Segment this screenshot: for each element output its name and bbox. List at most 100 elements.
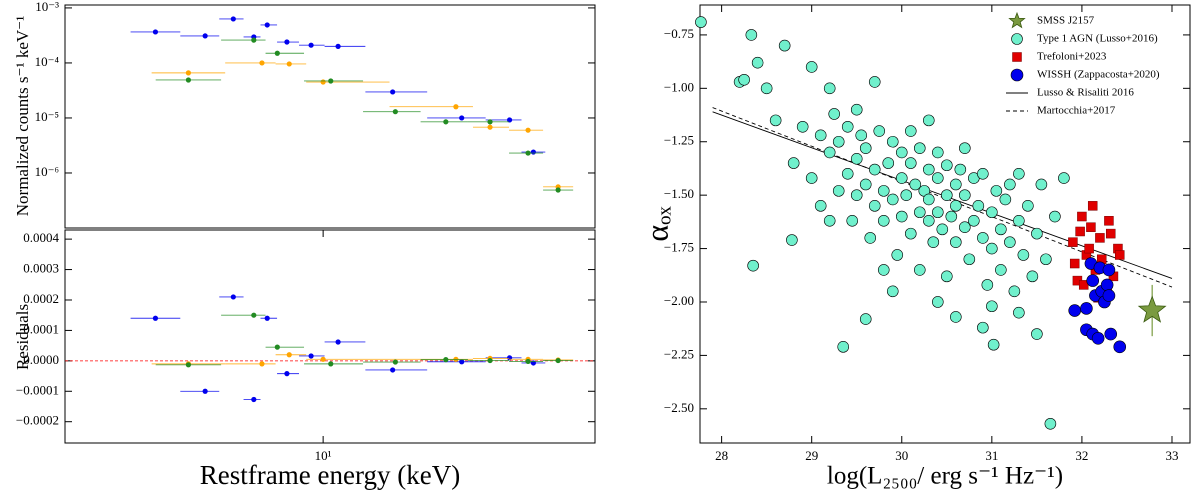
data-point bbox=[1087, 201, 1098, 211]
data-point bbox=[1102, 263, 1116, 277]
data-point bbox=[959, 221, 971, 234]
plot-frame bbox=[64, 4, 596, 229]
data-point bbox=[1013, 214, 1025, 227]
data-point bbox=[392, 109, 398, 115]
x-axis-label: Restframe energy (keV) bbox=[200, 460, 460, 490]
legend-swatch bbox=[1010, 68, 1024, 82]
y-axis-label: αₒₓ bbox=[638, 206, 674, 242]
legend-label: Type 1 AGN (Lusso+2016) bbox=[1037, 33, 1158, 45]
y-tick-label: 0.0001 bbox=[23, 321, 59, 336]
data-point bbox=[873, 125, 886, 137]
y-tick-label: 10⁻⁵ bbox=[35, 109, 59, 124]
data-point bbox=[259, 361, 265, 367]
data-point bbox=[913, 206, 926, 219]
data-point bbox=[886, 135, 899, 148]
data-point bbox=[328, 78, 334, 84]
data-point bbox=[904, 157, 917, 169]
legend-label: Lusso & Risaliti 2016 bbox=[1037, 87, 1134, 99]
y-tick-label: 10⁻³ bbox=[35, 0, 59, 14]
data-point bbox=[972, 200, 985, 212]
data-point bbox=[525, 150, 531, 156]
data-point bbox=[882, 157, 895, 169]
data-point bbox=[1075, 226, 1085, 237]
data-point bbox=[286, 352, 292, 358]
data-point bbox=[823, 82, 836, 95]
data-point bbox=[747, 259, 759, 272]
data-point bbox=[805, 61, 818, 73]
data-point bbox=[922, 163, 935, 176]
y-tick-label: 0.0000 bbox=[23, 352, 59, 367]
data-point bbox=[977, 232, 989, 244]
data-point bbox=[335, 43, 341, 49]
data-point bbox=[1044, 417, 1057, 430]
data-point bbox=[814, 200, 827, 212]
x-axis-label: log(L₂₅₀₀/ erg s⁻¹ Hz⁻¹) bbox=[827, 463, 1063, 490]
data-point bbox=[922, 114, 935, 127]
legend-label: WISSH (Zappacosta+2020) bbox=[1037, 69, 1160, 81]
data-point bbox=[487, 124, 493, 130]
data-point bbox=[954, 163, 967, 176]
data-point bbox=[769, 114, 782, 127]
data-point bbox=[950, 311, 962, 323]
data-point bbox=[525, 358, 531, 365]
data-point bbox=[886, 285, 899, 298]
data-point bbox=[877, 185, 890, 197]
data-point bbox=[1026, 270, 1039, 283]
data-point bbox=[859, 142, 872, 154]
data-point bbox=[832, 185, 845, 197]
x-tick-label: 29 bbox=[805, 448, 818, 463]
data-point bbox=[977, 167, 989, 180]
data-point bbox=[850, 103, 863, 116]
data-point bbox=[459, 359, 465, 365]
data-point bbox=[950, 236, 962, 248]
data-point bbox=[990, 185, 1003, 197]
data-point bbox=[745, 29, 758, 41]
data-point bbox=[1004, 178, 1016, 191]
data-point bbox=[202, 388, 208, 394]
data-point bbox=[390, 367, 396, 373]
data-point bbox=[823, 146, 836, 159]
data-point bbox=[286, 61, 292, 67]
data-point bbox=[230, 16, 236, 22]
data-point bbox=[796, 120, 809, 133]
data-point bbox=[320, 79, 326, 85]
y-axis-label: Residuals bbox=[13, 304, 32, 370]
y-tick-label: −1.25 bbox=[664, 133, 694, 148]
data-point bbox=[390, 89, 396, 95]
data-point bbox=[987, 338, 1000, 351]
data-point bbox=[185, 362, 192, 368]
data-point bbox=[913, 142, 926, 154]
data-point bbox=[751, 56, 764, 69]
data-point bbox=[904, 227, 917, 240]
data-point bbox=[941, 270, 953, 283]
data-point bbox=[1077, 211, 1087, 222]
data-point bbox=[264, 22, 270, 28]
data-point bbox=[927, 236, 940, 248]
y-tick-label: −2.25 bbox=[664, 346, 694, 361]
data-point bbox=[284, 371, 290, 377]
data-point bbox=[877, 264, 890, 276]
plot-frame bbox=[699, 4, 1191, 444]
y-tick-label: −0.75 bbox=[664, 26, 694, 41]
y-tick-label: 0.0004 bbox=[23, 230, 59, 245]
data-point bbox=[320, 356, 326, 362]
y-axis-label: Normalized counts s⁻¹ keV⁻¹ bbox=[13, 16, 32, 216]
data-point bbox=[931, 206, 944, 219]
data-point bbox=[555, 187, 561, 193]
y-tick-label: −1.75 bbox=[664, 240, 694, 255]
data-point bbox=[443, 357, 449, 363]
y-tick-label: −0.0002 bbox=[16, 413, 59, 428]
data-point bbox=[805, 172, 818, 184]
data-point bbox=[459, 115, 465, 121]
data-point bbox=[959, 189, 971, 201]
data-point bbox=[1091, 332, 1105, 345]
data-point bbox=[230, 294, 236, 300]
data-point bbox=[259, 60, 265, 66]
data-point bbox=[738, 73, 750, 86]
data-point bbox=[981, 279, 994, 291]
data-point bbox=[1013, 306, 1025, 319]
data-point bbox=[487, 357, 493, 364]
data-point bbox=[786, 234, 798, 246]
x-tick-label: 31 bbox=[985, 448, 998, 463]
data-point bbox=[859, 313, 872, 325]
